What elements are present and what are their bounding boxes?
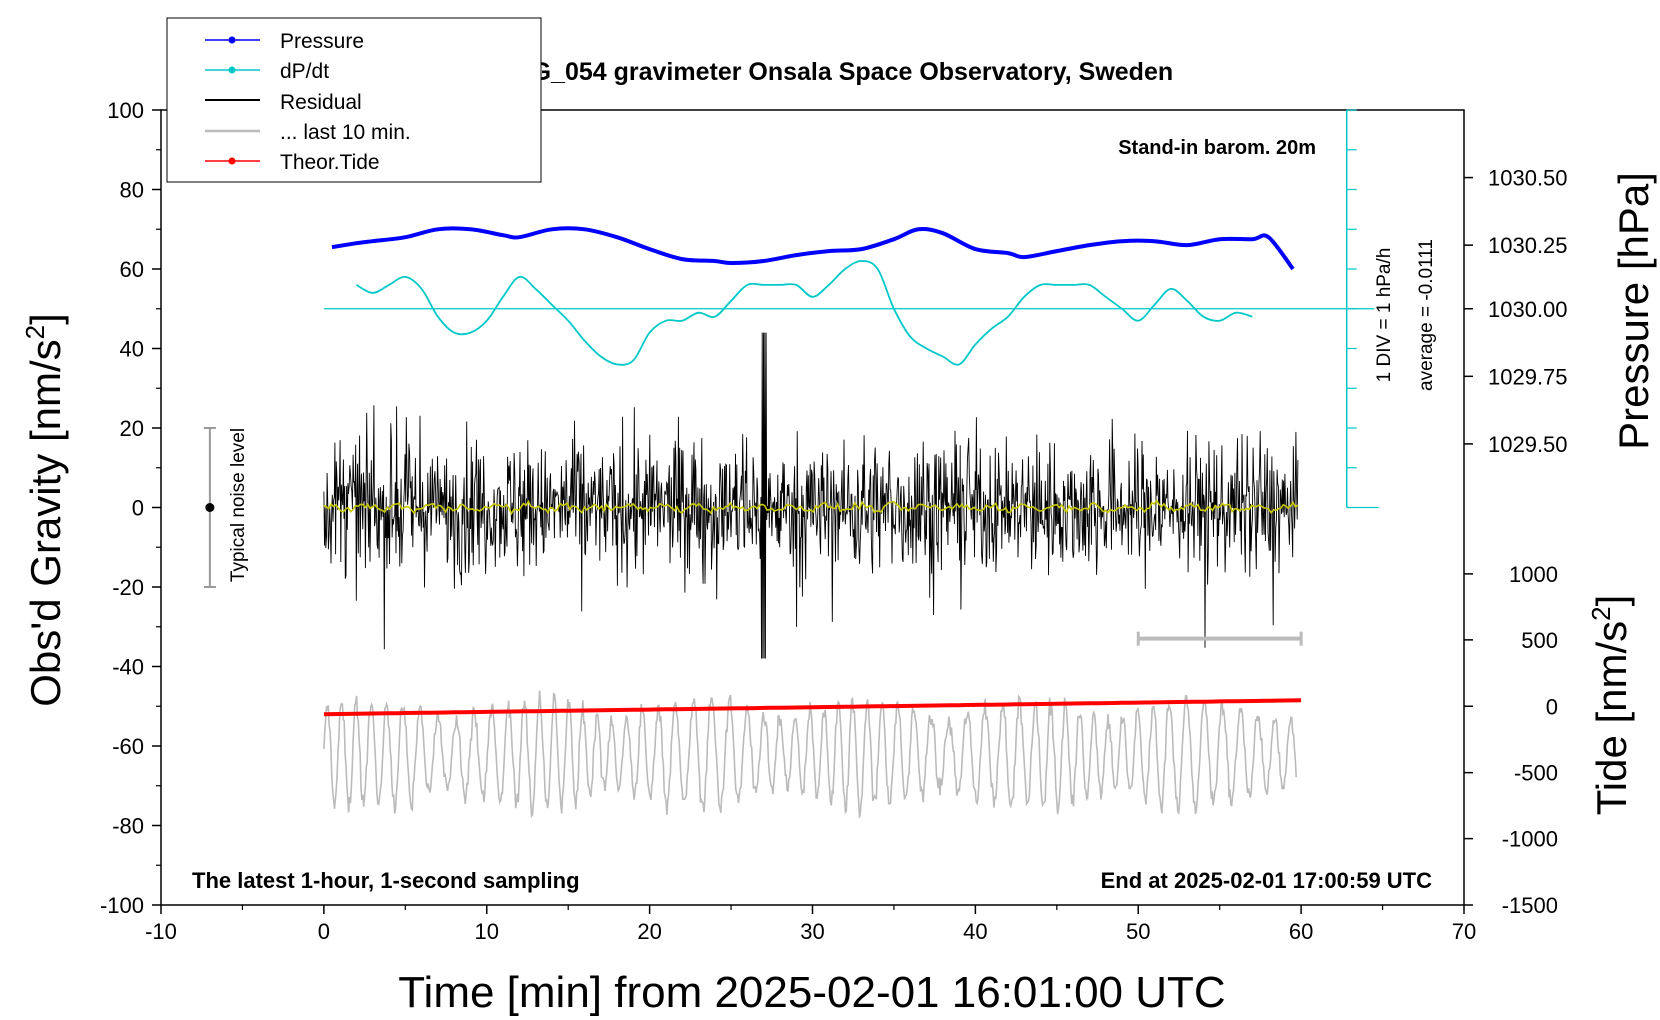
typical-noise-level-label: Typical noise level [228,428,249,582]
series-residual-mean [323,499,1299,516]
legend: Pressure dP/dt Residual ... last 10 min.… [166,17,542,183]
y-axis-left-label-main: Obs'd Gravity [nm/s [22,339,69,706]
legend-item-last10: ... last 10 min. [205,121,411,144]
legend-dot-pressure [228,36,236,44]
x-tick-label: 70 [1452,919,1476,944]
pressure-tick-label: 1030.50 [1488,166,1568,191]
y-tick-label: 20 [120,416,144,441]
pressure-tick-label: 1029.75 [1488,364,1568,389]
y-tick-label: 0 [132,496,144,521]
sampling-note: The latest 1-hour, 1-second sampling [192,868,580,893]
chart-title: SCG_054 gravimeter Onsala Space Observat… [497,58,1173,86]
y-tick-label: -20 [112,575,144,600]
legend-item-dpdt: dP/dt [205,60,329,83]
x-tick-label: 20 [637,919,661,944]
legend-dot-tide [228,157,236,165]
legend-item-tide: Theor.Tide [205,151,380,174]
y-axis-left-label: Obs'd Gravity [nm/s2] [20,313,69,707]
y-tick-label: -100 [100,893,144,918]
series-theor-tide [323,698,1302,717]
y-tick-label: -40 [112,655,144,680]
y-axis-tide-label-tail: ] [1588,595,1635,607]
x-tick-label: 60 [1289,919,1313,944]
legend-dot-dpdt [228,66,236,74]
tide-tick-label: -500 [1514,761,1558,786]
tide-tick-label: 0 [1546,694,1558,719]
scale-division-note: 1 DIV = 1 hPa/h [1374,248,1395,383]
legend-label-last10: ... last 10 min. [280,121,411,144]
stand-in-barometer-note: Stand-in barom. 20m [1118,137,1316,159]
pressure-tick-label: 1029.50 [1488,432,1568,457]
average-note: average = -0.0111 [1416,239,1437,391]
tide-tick-label: -1000 [1502,827,1558,852]
legend-label-residual: Residual [280,91,362,114]
y-tick-label: -60 [112,734,144,759]
x-tick-label: 30 [800,919,824,944]
legend-label-pressure: Pressure [280,30,364,53]
pressure-tick-label: 1030.00 [1488,297,1568,322]
series-dpdt [355,260,1253,366]
y-axis-tide-label: Tide [nm/s2] [1586,595,1635,816]
x-tick-label: 0 [318,919,330,944]
x-tick-label: 50 [1126,919,1150,944]
tide-tick-label: -1500 [1502,893,1558,918]
legend-label-dpdt: dP/dt [280,60,329,83]
y-axis-left-label-sup: 2 [20,325,50,339]
y-axis-pressure-label: Pressure [hPa] [1610,172,1657,450]
series-last-10-min [323,690,1297,819]
x-tick-label: -10 [145,919,177,944]
y-tick-label: 80 [120,178,144,203]
noise-level-center-dot [205,503,215,512]
x-tick-label: 10 [475,919,499,944]
y-tick-label: 100 [107,98,144,123]
x-axis-label: Time [min] from 2025-02-01 16:01:00 UTC [398,968,1225,1017]
end-time-note: End at 2025-02-01 17:00:59 UTC [1101,868,1432,893]
legend-item-pressure: Pressure [205,30,364,53]
series-pressure [331,226,1295,271]
y-tick-label: 60 [120,257,144,282]
y-axis-tide-label-sup: 2 [1586,606,1616,620]
y-tick-label: -80 [112,814,144,839]
tide-tick-label: 500 [1521,628,1558,653]
tide-tick-label: 1000 [1509,562,1558,587]
y-tick-label: 40 [120,337,144,362]
x-tick-label: 40 [963,919,987,944]
y-axis-left-label-tail: ] [22,313,69,325]
series-residual [323,332,1299,659]
legend-label-tide: Theor.Tide [280,151,380,174]
legend-item-residual: Residual [205,91,362,114]
pressure-tick-label: 1030.25 [1488,233,1568,258]
y-axis-tide-label-main: Tide [nm/s [1588,621,1635,816]
